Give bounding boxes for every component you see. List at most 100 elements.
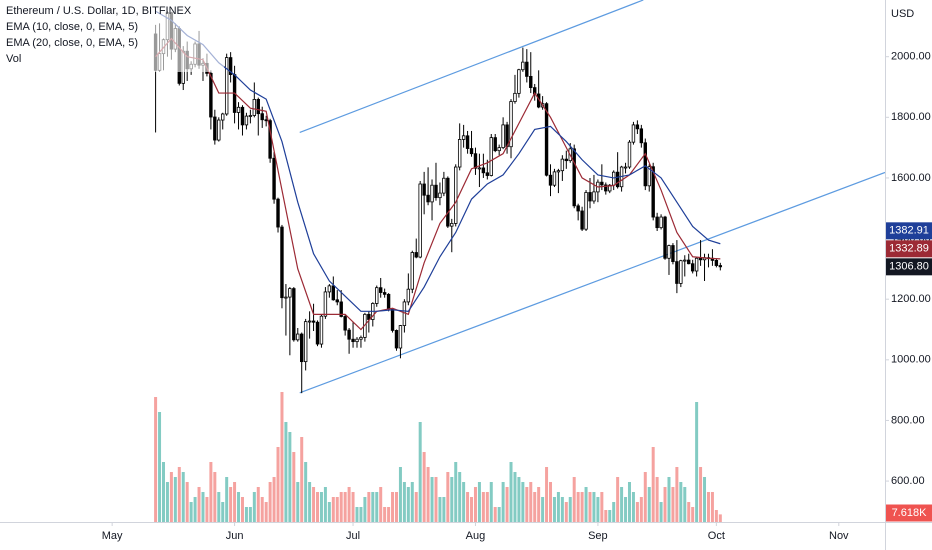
candle-body: [414, 252, 418, 258]
y-tick-label: 1200.00: [891, 293, 931, 305]
volume-label: 7.618K: [892, 507, 928, 519]
volume-bar: [517, 477, 521, 522]
volume-bar: [477, 482, 481, 522]
volume-bar: [402, 482, 406, 522]
volume-bar: [505, 487, 509, 522]
volume-bar: [351, 492, 355, 522]
candle-body: [284, 296, 288, 299]
candle-body: [264, 119, 268, 122]
chart-title: Ethereum / U.S. Dollar, 1D, BITFINEX: [6, 5, 192, 17]
candle-body: [667, 245, 671, 259]
candle-body: [300, 333, 304, 363]
volume-label-bg: [886, 504, 932, 522]
volume-bar: [671, 487, 675, 522]
x-tick-label: Jun: [226, 530, 244, 542]
candle-body: [592, 191, 596, 202]
candle-body: [260, 113, 264, 121]
y-tick-label: 800.00: [891, 414, 925, 426]
volume-bar: [189, 502, 193, 522]
volume-bar: [387, 507, 391, 522]
volume-bar: [398, 467, 402, 522]
volume-bar: [154, 397, 158, 522]
legend-entry: Vol: [6, 53, 21, 65]
candle-body: [469, 148, 474, 155]
candle-body: [694, 257, 699, 272]
candle-body: [698, 257, 703, 261]
candle-body: [382, 292, 387, 295]
volume-bar: [631, 492, 635, 522]
candle-body: [339, 301, 343, 317]
y-tick-label: 1600.00: [891, 172, 931, 184]
candle-body: [465, 135, 470, 149]
candle-body: [564, 158, 569, 162]
volume-bar: [394, 492, 398, 522]
volume-bar: [229, 487, 233, 522]
volume-bar: [323, 487, 327, 522]
candle-body: [517, 69, 521, 94]
volume-bar: [312, 487, 316, 522]
volume-bar: [193, 497, 197, 522]
trend-line: [299, 0, 644, 134]
candle-body: [608, 184, 612, 192]
volume-bar: [371, 492, 375, 522]
x-tick-label: Sep: [588, 530, 608, 542]
candle-body: [509, 101, 513, 148]
candle-body: [615, 171, 620, 188]
candle-body: [331, 285, 336, 301]
volume-bar: [165, 482, 169, 522]
candle-body: [647, 166, 651, 187]
volume-bar: [454, 462, 458, 522]
volume-bar: [316, 492, 320, 522]
candle-body: [497, 147, 501, 152]
volume-bar: [576, 492, 580, 522]
volume-bar: [473, 487, 477, 522]
price-label-bg: [886, 240, 932, 258]
candle-body: [679, 260, 683, 284]
candle-body: [221, 113, 225, 121]
volume-bar: [244, 507, 248, 522]
volume-bar: [355, 507, 359, 522]
candle-body: [631, 124, 636, 143]
x-tick-label: Aug: [466, 530, 486, 542]
legend-backdrop: [2, 2, 224, 72]
candle-body: [529, 75, 533, 89]
volume-bar: [331, 497, 335, 522]
volume-bar: [264, 502, 268, 522]
volume-bar: [541, 497, 545, 522]
candle-body: [548, 174, 553, 186]
volume-bar: [383, 507, 387, 522]
candle-body: [280, 226, 284, 299]
volume-bar: [343, 492, 347, 522]
candle-body: [236, 106, 241, 113]
candle-body: [213, 116, 217, 141]
candle-body: [588, 192, 592, 202]
candle-body: [438, 192, 442, 199]
volume-bar: [458, 472, 462, 522]
volume-bar: [537, 487, 541, 522]
volume-bar: [430, 477, 434, 522]
candle-body: [240, 106, 245, 126]
candle-body: [252, 99, 257, 116]
volume-bar: [173, 477, 177, 522]
candle-body: [552, 171, 557, 186]
volume-bar: [624, 497, 628, 522]
volume-bar: [161, 462, 165, 522]
volume-bar: [604, 510, 608, 522]
candle-body: [418, 183, 422, 258]
candle-body: [454, 166, 458, 224]
volume-bar: [205, 497, 209, 522]
candle-body: [398, 325, 403, 349]
volume-bar: [308, 482, 312, 522]
volume-bar: [655, 477, 659, 522]
volume-bar: [627, 482, 631, 522]
volume-bar: [272, 477, 276, 522]
volume-bar: [549, 482, 553, 522]
volume-bar: [568, 497, 572, 522]
volume-bar: [714, 510, 718, 522]
volume-bar: [406, 487, 410, 522]
volume-bar: [256, 487, 260, 522]
volume-bar: [560, 497, 564, 522]
volume-bar: [667, 477, 671, 522]
volume-bar: [304, 462, 308, 522]
